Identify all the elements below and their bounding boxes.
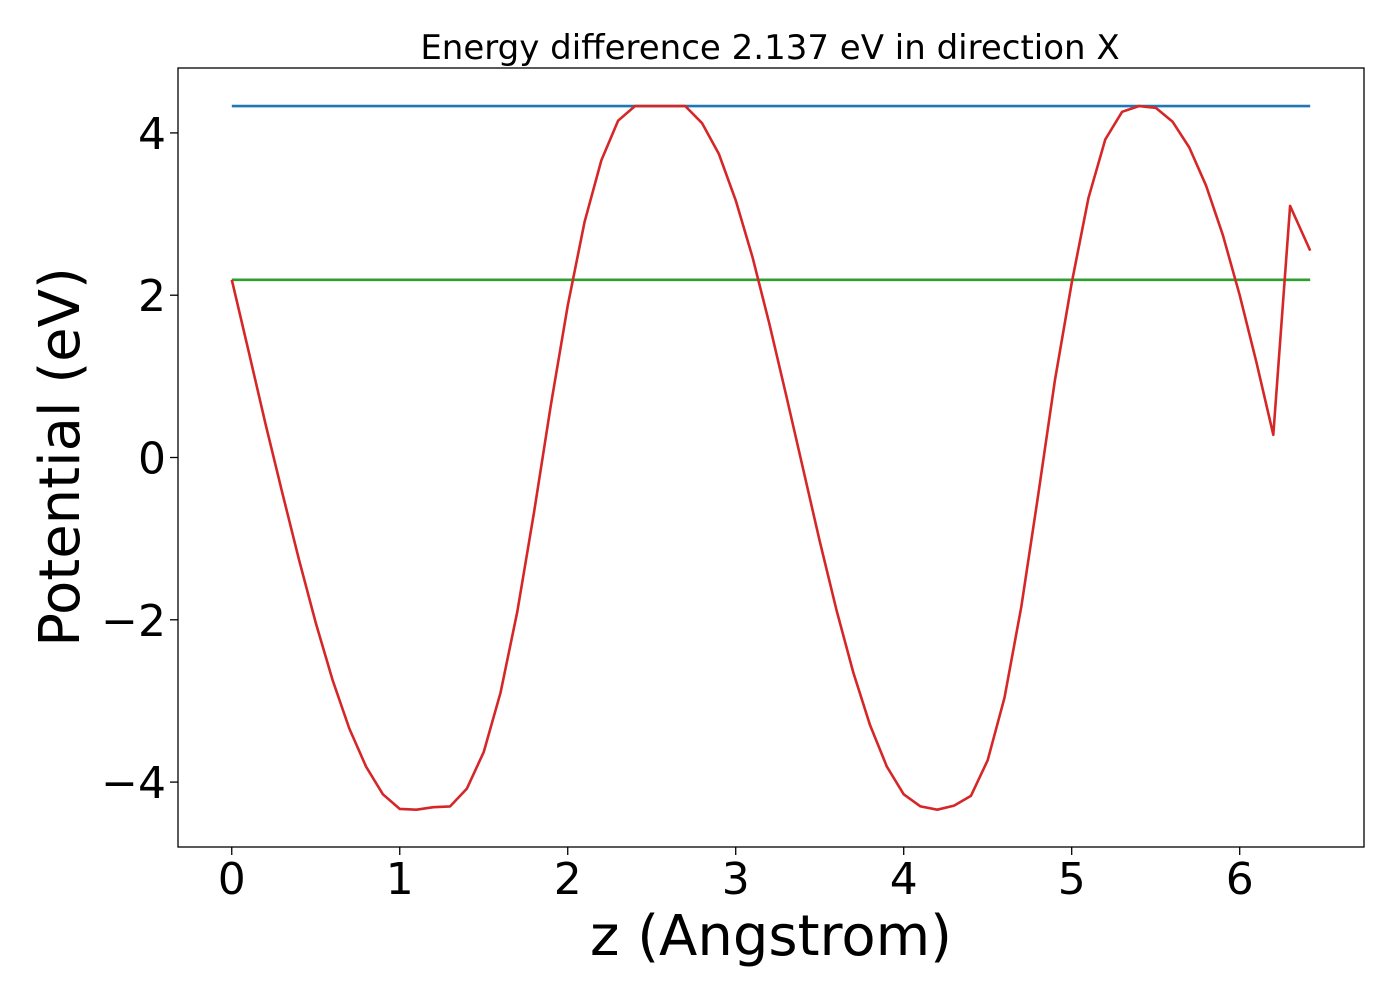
x-tick-label: 5 xyxy=(1058,854,1086,905)
x-axis: 0 1 2 3 4 5 6 xyxy=(218,847,1254,905)
y-tick-label: 0 xyxy=(138,434,166,485)
y-tick-label: −4 xyxy=(101,758,166,809)
series-line-3 xyxy=(230,104,1312,811)
y-tick-label: 2 xyxy=(138,271,166,322)
y-tick-label: 4 xyxy=(138,109,166,160)
chart-title: Energy difference 2.137 eV in direction … xyxy=(420,28,1119,68)
y-tick-label: −2 xyxy=(101,596,166,647)
x-tick-label: 2 xyxy=(554,854,582,905)
x-tick-label: 4 xyxy=(890,854,918,905)
x-tick-label: 1 xyxy=(386,854,414,905)
y-axis-label: Potential (eV) xyxy=(28,267,93,647)
y-axis: −4 −2 0 2 4 xyxy=(101,109,178,809)
x-tick-label: 6 xyxy=(1226,854,1254,905)
x-axis-label: z (Angstrom) xyxy=(590,904,952,969)
x-tick-label: 0 xyxy=(218,854,246,905)
plot-area xyxy=(230,104,1312,811)
x-tick-label: 3 xyxy=(722,854,750,905)
